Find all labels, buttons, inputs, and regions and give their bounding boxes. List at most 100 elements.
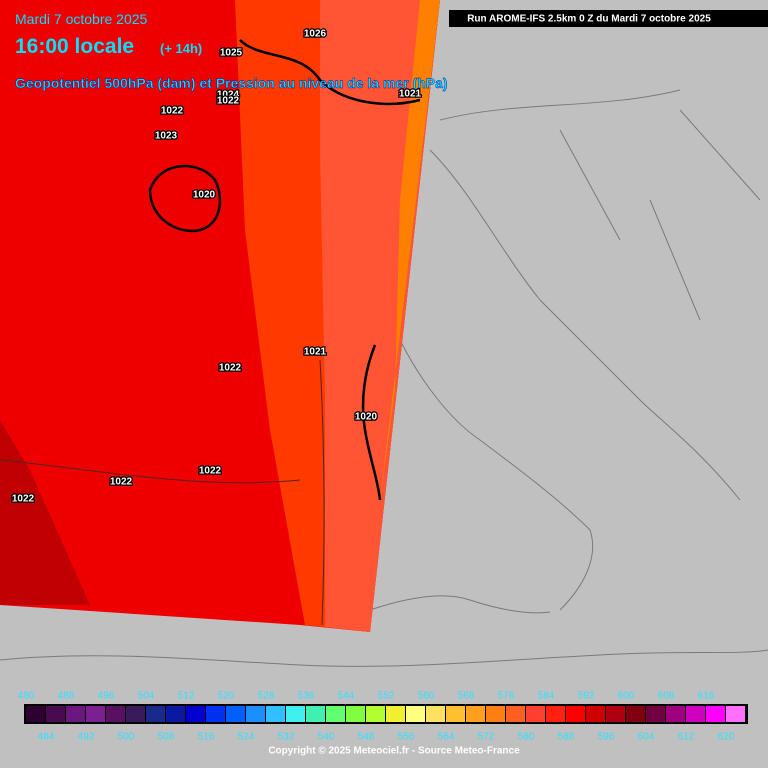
pressure-label: 1026 xyxy=(304,29,327,40)
scale-swatch xyxy=(366,706,385,722)
scale-swatch xyxy=(186,706,205,722)
pressure-label: 1023 xyxy=(155,131,178,142)
map-title: Geopotentiel 500hPa (dam) et Pression au… xyxy=(15,75,448,91)
scale-swatch xyxy=(266,706,285,722)
lead: (+ 14h) xyxy=(160,41,202,56)
scale-label: 552 xyxy=(378,691,395,702)
scale-label: 608 xyxy=(658,691,675,702)
scale-swatch xyxy=(26,706,45,722)
scale-label: 528 xyxy=(258,691,275,702)
scale-swatch xyxy=(546,706,565,722)
scale-swatch xyxy=(66,706,85,722)
pressure-label: 1024 xyxy=(217,90,240,101)
run-label-box xyxy=(449,10,768,27)
scale-swatch xyxy=(606,706,625,722)
scale-label: 604 xyxy=(638,732,655,743)
scale-swatch xyxy=(166,706,185,722)
coast xyxy=(429,149,741,501)
scale-label: 572 xyxy=(478,732,495,743)
scale-label: 480 xyxy=(18,691,35,702)
pressure-label: 1022 xyxy=(219,363,242,374)
scale-label: 620 xyxy=(718,732,735,743)
geopotential-field xyxy=(0,0,440,632)
scale-label: 548 xyxy=(358,732,375,743)
scale-swatch xyxy=(106,706,125,722)
scale-swatch xyxy=(646,706,665,722)
scale-swatch xyxy=(306,706,325,722)
scale-swatch xyxy=(486,706,505,722)
isobar xyxy=(361,344,382,501)
band xyxy=(380,0,440,500)
scale-label: 508 xyxy=(158,732,175,743)
scale-label: 500 xyxy=(118,732,135,743)
scale-label: 532 xyxy=(278,732,295,743)
scale-label: 520 xyxy=(218,691,235,702)
scale-swatch xyxy=(86,706,105,722)
scale-swatch xyxy=(46,706,65,722)
scale-label: 524 xyxy=(238,732,255,743)
scale-swatch xyxy=(426,706,445,722)
scale-swatch xyxy=(466,706,485,722)
pressure-label: 1020 xyxy=(193,190,216,201)
pressure-label: 1022 xyxy=(110,477,133,488)
scale-swatch xyxy=(526,706,545,722)
scale-swatch xyxy=(206,706,225,722)
scale-label: 616 xyxy=(698,691,715,702)
scale-swatch xyxy=(326,706,345,722)
scale-label: 596 xyxy=(598,732,615,743)
scale-swatch xyxy=(126,706,145,722)
scale-label: 488 xyxy=(58,691,75,702)
scale-label: 564 xyxy=(438,732,455,743)
band xyxy=(0,420,90,605)
coastlines xyxy=(0,89,768,667)
pressure-label: 1022 xyxy=(217,96,240,107)
scale-label: 588 xyxy=(558,732,575,743)
color-scale: 480 484 488 492 496 500 504 508 512 516 520 524 528 5… xyxy=(18,691,745,743)
coast xyxy=(0,649,768,667)
scale-label: 540 xyxy=(318,732,335,743)
scale-swatch xyxy=(586,706,605,722)
scale-label: 492 xyxy=(78,732,95,743)
scale-label: 536 xyxy=(298,691,315,702)
scale-swatch xyxy=(666,706,685,722)
coast xyxy=(399,339,594,611)
date: Mardi 7 octobre 2025 xyxy=(15,11,148,27)
scale-label: 512 xyxy=(178,691,195,702)
scale-label: 544 xyxy=(338,691,355,702)
scale-label: 580 xyxy=(518,732,535,743)
isobar xyxy=(319,359,325,626)
scale-label: 516 xyxy=(198,732,215,743)
isobar xyxy=(148,164,222,233)
scale-swatch xyxy=(246,706,265,722)
pressure-label: 1022 xyxy=(199,466,222,477)
pressure-label: 1020 xyxy=(355,412,378,423)
isobars xyxy=(148,39,421,501)
scale-label: 576 xyxy=(498,691,515,702)
pressure-labels: 1026102510221024102310211020102110221020… xyxy=(11,27,423,506)
scale-swatch xyxy=(626,706,645,722)
time: 16:00 locale xyxy=(15,35,134,58)
scale-label: 496 xyxy=(98,691,115,702)
scale-swatch xyxy=(726,706,745,722)
pressure-label: 1025 xyxy=(220,48,243,59)
scale-swatch xyxy=(566,706,585,722)
pressure-label: 1022 xyxy=(161,106,184,117)
scale-label: 600 xyxy=(618,691,635,702)
isobars-thin xyxy=(0,359,325,626)
scale-label: 484 xyxy=(38,732,55,743)
isobar xyxy=(0,459,301,484)
scale-swatch xyxy=(346,706,365,722)
pressure-label: 1022 xyxy=(12,494,35,505)
scale-swatch xyxy=(506,706,525,722)
scale-label: 568 xyxy=(458,691,475,702)
scale-label: 592 xyxy=(578,691,595,702)
scale-label: 560 xyxy=(418,691,435,702)
isobar xyxy=(239,39,421,106)
border xyxy=(439,89,761,321)
coast xyxy=(369,595,551,614)
scale-swatch xyxy=(406,706,425,722)
scale-label: 504 xyxy=(138,691,155,702)
run-label: Run AROME-IFS 2.5km 0 Z du Mardi 7 octob… xyxy=(467,14,711,25)
scale-label: 556 xyxy=(398,732,415,743)
